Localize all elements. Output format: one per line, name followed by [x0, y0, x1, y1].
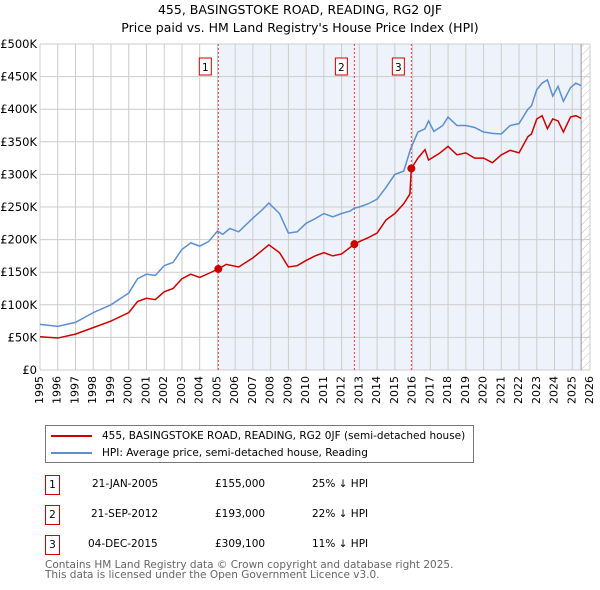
- sale-price: £309,100: [215, 538, 266, 550]
- sale-badge: 1: [45, 475, 60, 495]
- sale-marker-label: 1: [202, 62, 209, 74]
- x-tick-label: 1998: [86, 376, 99, 404]
- x-tick-label: 2010: [299, 376, 312, 404]
- sale-badge: 2: [45, 505, 60, 525]
- plot-area: 1995 1996 1997 1998 1999 2000 2001 2002 2003 2004…: [0, 37, 596, 404]
- x-tick-label: 2008: [264, 376, 277, 404]
- x-tick-label: 2020: [477, 376, 490, 404]
- legend-label-property: 455, BASINGSTOKE ROAD, READING, RG2 0JF …: [102, 430, 466, 442]
- y-tick-label: £0: [22, 363, 37, 377]
- sale-date: 21-JAN-2005: [92, 478, 159, 490]
- y-tick-label: £450K: [0, 70, 37, 84]
- x-tick-label: 2003: [175, 376, 188, 404]
- sale-marker-box: [334, 57, 348, 76]
- x-tick-label: 2012: [335, 376, 348, 404]
- sale-row: 3 04-DEC-2015 £309,100 11% ↓ HPI: [45, 535, 465, 555]
- x-tick-label: 1995: [33, 376, 46, 404]
- sale-point: [214, 264, 223, 273]
- x-tick-label: 2026: [583, 376, 596, 404]
- x-tick-label: 2006: [228, 376, 241, 404]
- x-tick-label: 2004: [193, 376, 206, 404]
- x-tick-label: 2005: [210, 376, 223, 404]
- x-tick-label: 2023: [530, 376, 543, 404]
- y-tick-label: £50K: [8, 330, 38, 344]
- chart-subtitle: Price paid vs. HM Land Registry's House …: [121, 20, 479, 35]
- y-tick-label: £400K: [0, 102, 37, 116]
- y-tick-label: £200K: [0, 233, 37, 247]
- sale-hpi-diff: 22% ↓ HPI: [312, 508, 369, 520]
- y-tick-label: £500K: [0, 37, 37, 51]
- hpi-line: [39, 78, 582, 328]
- x-tick-label: 2025: [565, 376, 578, 404]
- chart-title: 455, BASINGSTOKE ROAD, READING, RG2 0JF: [157, 2, 443, 17]
- sale-price: £193,000: [215, 508, 266, 520]
- attribution-line-1: Contains HM Land Registry data © Crown c…: [45, 559, 454, 571]
- legend-swatch-property: [51, 435, 92, 437]
- x-tick-label: 2011: [317, 376, 330, 404]
- x-tick-label: 1996: [51, 376, 64, 404]
- sale-date: 04-DEC-2015: [88, 538, 158, 550]
- x-tick-label: 2021: [494, 376, 507, 404]
- legend-label-hpi: HPI: Average price, semi-detached house,…: [102, 447, 368, 459]
- x-tick-label: 2013: [352, 376, 365, 404]
- y-tick-label: £250K: [0, 200, 37, 214]
- x-tick-label: 2022: [512, 376, 525, 404]
- sale-point: [350, 240, 359, 249]
- sale-price: £155,000: [215, 478, 266, 490]
- sale-hpi-diff: 25% ↓ HPI: [312, 478, 369, 490]
- sale-row: 2 21-SEP-2012 £193,000 22% ↓ HPI: [45, 505, 465, 525]
- sale-hpi-diff: 11% ↓ HPI: [312, 538, 369, 550]
- sale-marker-label: 2: [338, 62, 345, 74]
- y-tick-label: £100K: [0, 298, 37, 312]
- sale-marker-box: [391, 57, 405, 76]
- x-tick-label: 2015: [388, 376, 401, 404]
- x-tick-label: 1997: [68, 376, 81, 404]
- y-tick-label: £350K: [0, 135, 37, 149]
- sale-point: [407, 164, 416, 173]
- y-tick-label: £150K: [0, 265, 37, 279]
- attribution-line-2: This data is licensed under the Open Gov…: [45, 569, 380, 581]
- sale-marker-box: [198, 57, 212, 76]
- x-tick-label: 2018: [441, 376, 454, 404]
- x-tick-label: 2017: [423, 376, 436, 404]
- x-tick-label: 2009: [281, 376, 294, 404]
- sale-marker-label: 3: [395, 62, 402, 74]
- sale-date: 21-SEP-2012: [91, 508, 159, 520]
- x-tick-label: 2014: [370, 376, 383, 404]
- x-tick-label: 1999: [104, 376, 117, 404]
- property-price-line: [39, 114, 582, 339]
- sale-row: 1 21-JAN-2005 £155,000 25% ↓ HPI: [45, 475, 465, 495]
- x-tick-label: 2007: [246, 376, 259, 404]
- sale-badge: 3: [45, 535, 60, 555]
- x-tick-label: 2001: [139, 376, 152, 404]
- x-tick-label: 2002: [157, 376, 170, 404]
- y-tick-label: £300K: [0, 167, 37, 181]
- legend: 455, BASINGSTOKE ROAD, READING, RG2 0JF …: [45, 425, 474, 463]
- x-tick-label: 2016: [406, 376, 419, 404]
- legend-swatch-hpi: [51, 452, 92, 454]
- x-tick-label: 2000: [122, 376, 135, 404]
- x-tick-label: 2019: [459, 376, 472, 404]
- attribution: Contains HM Land Registry data © Crown c…: [45, 559, 454, 581]
- x-tick-label: 2024: [548, 376, 561, 404]
